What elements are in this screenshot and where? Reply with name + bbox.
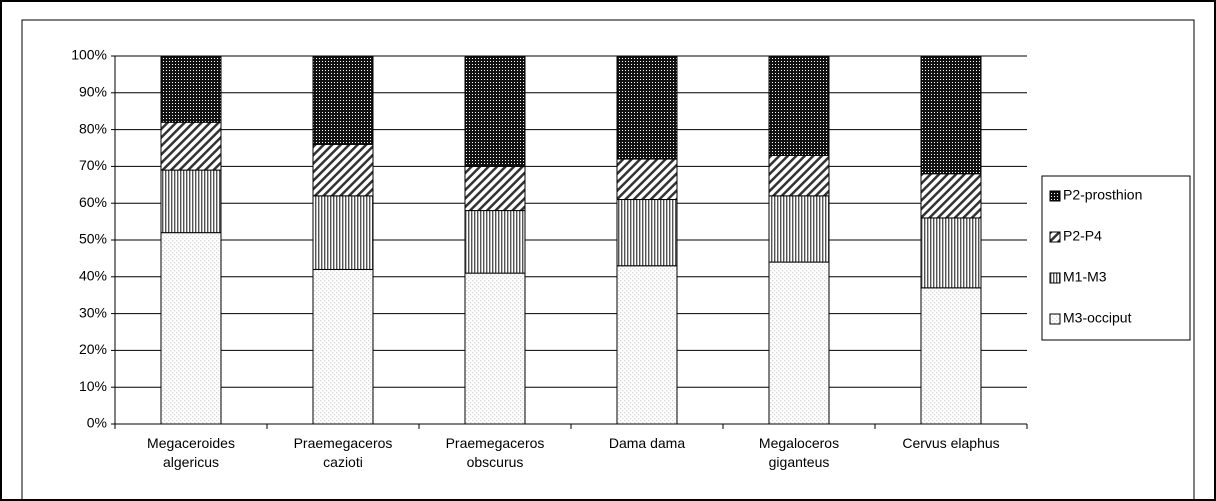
bar-segment bbox=[312, 143, 374, 197]
bar-segment bbox=[312, 268, 374, 425]
bar-segment bbox=[464, 210, 526, 274]
bar-segment bbox=[920, 55, 982, 175]
legend-swatch bbox=[1049, 190, 1061, 202]
legend-label: P2-P4 bbox=[1063, 228, 1102, 244]
bar-segment bbox=[616, 199, 678, 267]
bar-segment bbox=[464, 165, 526, 212]
y-tick-label: 80% bbox=[79, 120, 107, 136]
y-tick-label: 0% bbox=[87, 415, 107, 431]
legend-box bbox=[1041, 175, 1191, 341]
bar-segment bbox=[312, 195, 374, 270]
y-tick-label: 40% bbox=[79, 268, 107, 284]
legend-swatch bbox=[1049, 231, 1061, 243]
y-tick-label: 50% bbox=[79, 231, 107, 247]
bar-segment bbox=[768, 195, 830, 263]
bar-segment bbox=[920, 173, 982, 219]
legend-label: P2-prosthion bbox=[1063, 187, 1142, 203]
bar-segment bbox=[160, 232, 222, 425]
x-tick-label: Cervus elaphus bbox=[902, 435, 1000, 451]
bar-segment bbox=[768, 261, 830, 425]
x-tick-label: Megaloceros giganteus bbox=[758, 435, 840, 470]
bar-segment bbox=[616, 55, 678, 160]
legend-label: M3-occiput bbox=[1063, 310, 1132, 326]
y-tick-label: 100% bbox=[71, 47, 107, 63]
y-tick-label: 70% bbox=[79, 157, 107, 173]
x-tick-label: Dama dama bbox=[608, 435, 686, 451]
y-tick-label: 60% bbox=[79, 194, 107, 210]
y-tick-label: 30% bbox=[79, 304, 107, 320]
bar-segment bbox=[312, 55, 374, 145]
bar-segment bbox=[616, 265, 678, 425]
bar-segment bbox=[920, 287, 982, 425]
legend-swatch bbox=[1049, 313, 1061, 325]
bar-segment bbox=[160, 169, 222, 234]
bar-segment bbox=[160, 55, 222, 123]
y-tick-label: 90% bbox=[79, 84, 107, 100]
legend-label: M1-M3 bbox=[1063, 269, 1107, 285]
x-tick-label: Praemegaceros cazioti bbox=[293, 435, 393, 470]
bar-segment bbox=[160, 121, 222, 171]
y-tick-label: 10% bbox=[79, 378, 107, 394]
x-tick-label: Praemegaceros obscurus bbox=[445, 435, 545, 470]
y-tick-label: 20% bbox=[79, 341, 107, 357]
bar-segment bbox=[464, 272, 526, 425]
legend-swatch bbox=[1049, 272, 1061, 284]
chart-border bbox=[21, 19, 1195, 501]
x-tick-label: Megaceroides algericus bbox=[147, 435, 235, 470]
bar-segment bbox=[920, 217, 982, 289]
bar-segment bbox=[464, 55, 526, 167]
bar-segment bbox=[616, 158, 678, 201]
bar-segment bbox=[768, 55, 830, 156]
bar-segment bbox=[768, 154, 830, 197]
